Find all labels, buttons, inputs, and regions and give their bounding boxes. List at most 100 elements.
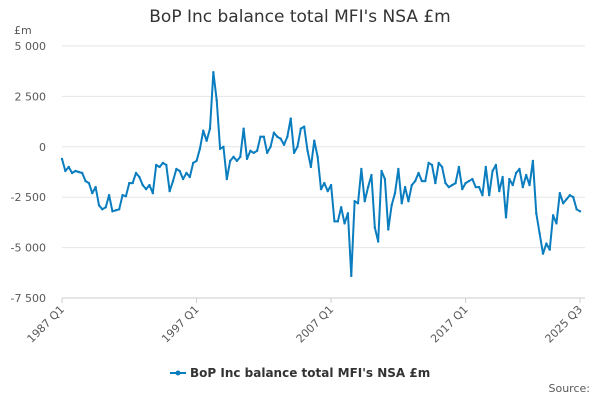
- point: [289, 117, 292, 120]
- point: [269, 145, 272, 148]
- point: [154, 163, 158, 167]
- point: [141, 183, 144, 187]
- point: [225, 177, 229, 181]
- point: [252, 151, 255, 155]
- point: [74, 169, 77, 173]
- point: [565, 198, 568, 201]
- point: [80, 171, 84, 175]
- y-tick-label: 2 500: [15, 90, 47, 103]
- point: [555, 222, 558, 225]
- point: [498, 189, 501, 193]
- point: [514, 171, 518, 175]
- point: [101, 208, 104, 211]
- point: [541, 252, 545, 255]
- point: [403, 185, 407, 189]
- point: [413, 179, 417, 183]
- point: [276, 135, 279, 138]
- y-unit: £m: [14, 24, 32, 37]
- point: [171, 179, 175, 183]
- point: [521, 185, 525, 189]
- point: [531, 159, 535, 163]
- source: Source:: [549, 382, 591, 395]
- point: [457, 165, 461, 169]
- point: [302, 125, 306, 128]
- point: [350, 274, 353, 278]
- point: [84, 179, 87, 183]
- point: [107, 193, 111, 197]
- point: [437, 161, 440, 165]
- point: [215, 99, 218, 102]
- point: [309, 165, 313, 169]
- point: [508, 177, 511, 181]
- point: [272, 131, 276, 134]
- point: [353, 200, 356, 203]
- y-tick-label: 5 000: [15, 40, 47, 53]
- y-tick-label: -5 000: [11, 242, 46, 255]
- point: [373, 226, 377, 229]
- point: [360, 167, 363, 171]
- point: [128, 181, 131, 185]
- point: [461, 187, 464, 191]
- point: [121, 193, 124, 197]
- point: [454, 181, 457, 185]
- point: [181, 177, 185, 181]
- x-tick-label: 2017 Q1: [428, 303, 471, 346]
- point: [235, 159, 239, 163]
- point: [205, 139, 208, 142]
- point: [427, 161, 430, 165]
- point: [464, 181, 467, 185]
- point: [333, 220, 336, 223]
- legend-marker: [175, 370, 181, 376]
- point: [191, 161, 195, 165]
- point: [538, 232, 541, 235]
- point: [380, 169, 383, 173]
- point: [444, 181, 447, 185]
- point: [393, 191, 397, 195]
- x-tick-label: 2007 Q1: [294, 303, 337, 346]
- point: [77, 170, 81, 174]
- point: [198, 147, 202, 151]
- point: [296, 145, 299, 148]
- point: [131, 181, 134, 185]
- point: [518, 167, 521, 171]
- point: [450, 183, 454, 187]
- point: [535, 212, 538, 215]
- x-tick-label: 1997 Q1: [159, 303, 202, 346]
- point: [481, 193, 484, 197]
- point: [504, 216, 508, 219]
- point: [376, 240, 380, 243]
- point: [370, 173, 373, 177]
- point: [178, 169, 181, 173]
- point: [212, 71, 215, 74]
- point: [511, 183, 514, 187]
- point: [124, 194, 128, 198]
- point: [255, 149, 259, 153]
- point: [356, 202, 360, 205]
- point: [60, 157, 64, 161]
- point: [195, 159, 198, 163]
- point: [232, 155, 235, 159]
- point: [430, 163, 434, 167]
- point: [168, 189, 171, 193]
- legend-label: BoP Inc balance total MFI's NSA £m: [190, 366, 430, 380]
- point: [434, 181, 437, 185]
- point: [188, 175, 192, 179]
- point: [558, 191, 562, 195]
- point: [316, 155, 319, 159]
- y-tick-label: 0: [39, 141, 46, 154]
- point: [548, 248, 551, 251]
- point: [306, 149, 309, 153]
- point: [417, 171, 420, 175]
- point: [410, 183, 414, 187]
- point: [477, 185, 481, 189]
- point: [561, 202, 565, 205]
- point: [202, 129, 205, 132]
- point: [158, 165, 161, 169]
- point: [286, 135, 289, 138]
- chart-title: BoP Inc balance total MFI's NSA £m: [149, 7, 451, 27]
- point: [97, 204, 101, 207]
- series-line: [61, 71, 581, 277]
- point: [572, 196, 575, 199]
- point: [397, 167, 400, 171]
- point: [87, 181, 91, 185]
